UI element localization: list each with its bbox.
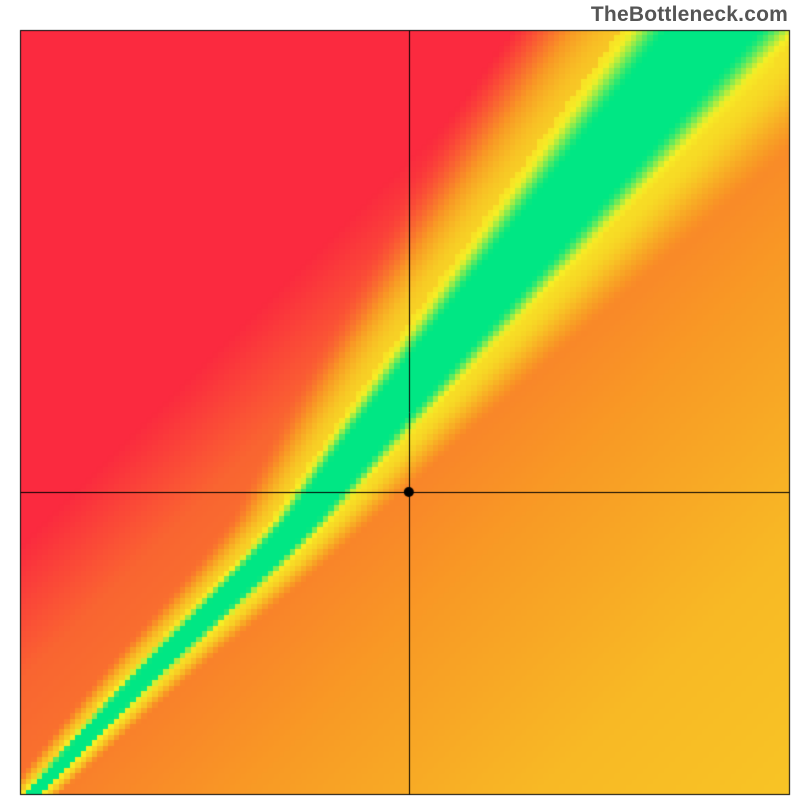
heatmap-plot (0, 0, 800, 800)
watermark-text: TheBottleneck.com (591, 3, 788, 27)
